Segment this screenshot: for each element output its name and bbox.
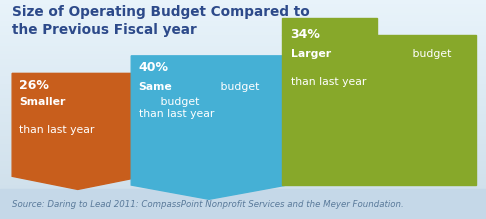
Bar bbox=[0, 208, 486, 211]
Text: 26%: 26% bbox=[19, 79, 49, 92]
Text: budget: budget bbox=[217, 82, 260, 92]
Bar bbox=[282, 35, 476, 185]
Bar bbox=[0, 79, 486, 82]
Bar bbox=[0, 189, 486, 192]
Bar bbox=[0, 184, 486, 186]
Bar bbox=[0, 101, 486, 104]
Bar bbox=[0, 216, 486, 219]
Bar bbox=[0, 181, 486, 184]
Bar bbox=[0, 107, 486, 110]
Bar bbox=[0, 82, 486, 85]
Bar bbox=[0, 85, 486, 88]
Bar bbox=[0, 96, 486, 99]
Bar bbox=[0, 192, 486, 194]
Text: than last year: than last year bbox=[19, 125, 95, 135]
Bar bbox=[0, 77, 486, 79]
Bar bbox=[0, 203, 486, 205]
Bar bbox=[0, 197, 486, 200]
Bar bbox=[0, 5, 486, 8]
Bar bbox=[0, 14, 486, 16]
Bar bbox=[0, 178, 486, 181]
Bar bbox=[0, 140, 486, 142]
Bar bbox=[282, 18, 377, 35]
Bar bbox=[0, 30, 486, 33]
Text: than last year: than last year bbox=[291, 77, 366, 87]
Bar bbox=[0, 194, 486, 197]
Bar bbox=[0, 44, 486, 47]
Bar bbox=[0, 173, 486, 175]
Bar bbox=[0, 137, 486, 140]
Text: budget: budget bbox=[157, 97, 200, 108]
Bar bbox=[0, 49, 486, 52]
Text: Smaller: Smaller bbox=[19, 97, 66, 108]
Bar bbox=[0, 47, 486, 49]
Bar bbox=[0, 22, 486, 25]
Bar bbox=[0, 33, 486, 36]
Bar bbox=[0, 120, 486, 123]
Bar bbox=[0, 126, 486, 129]
Bar bbox=[0, 66, 486, 68]
Bar bbox=[0, 156, 486, 159]
Bar bbox=[0, 123, 486, 126]
Bar bbox=[0, 148, 486, 151]
Text: 34%: 34% bbox=[291, 28, 320, 41]
Bar bbox=[0, 167, 486, 170]
Text: Same: Same bbox=[139, 82, 172, 92]
Polygon shape bbox=[12, 73, 143, 189]
Bar bbox=[0, 16, 486, 19]
Bar bbox=[0, 131, 486, 134]
Text: Size of Operating Budget Compared to
the Previous Fiscal year: Size of Operating Budget Compared to the… bbox=[12, 5, 310, 37]
Bar bbox=[0, 41, 486, 44]
Bar bbox=[0, 189, 486, 219]
Bar bbox=[0, 60, 486, 63]
Bar bbox=[0, 134, 486, 137]
Bar bbox=[0, 11, 486, 14]
Bar bbox=[0, 118, 486, 120]
Bar bbox=[0, 57, 486, 60]
Bar bbox=[0, 104, 486, 107]
Bar bbox=[0, 38, 486, 41]
Text: than last year: than last year bbox=[139, 110, 214, 119]
Bar bbox=[0, 115, 486, 118]
Bar bbox=[0, 200, 486, 203]
Bar bbox=[0, 27, 486, 30]
Bar bbox=[0, 71, 486, 74]
Bar bbox=[0, 142, 486, 145]
Text: 40%: 40% bbox=[139, 61, 169, 74]
Bar bbox=[0, 8, 486, 11]
Text: Source: Daring to Lead 2011: CompassPoint Nonprofit Services and the Meyer Found: Source: Daring to Lead 2011: CompassPoin… bbox=[12, 200, 404, 209]
Bar bbox=[0, 90, 486, 93]
Bar bbox=[0, 88, 486, 90]
Polygon shape bbox=[131, 56, 287, 199]
Bar bbox=[0, 112, 486, 115]
Bar bbox=[0, 25, 486, 27]
Bar bbox=[0, 0, 486, 3]
Bar bbox=[0, 159, 486, 162]
Bar bbox=[0, 36, 486, 38]
Bar bbox=[0, 175, 486, 178]
Bar bbox=[0, 52, 486, 55]
Bar bbox=[0, 68, 486, 71]
Bar bbox=[0, 129, 486, 131]
Bar bbox=[0, 205, 486, 208]
Bar bbox=[0, 19, 486, 22]
Bar bbox=[0, 151, 486, 153]
Bar bbox=[0, 99, 486, 101]
Bar bbox=[0, 55, 486, 57]
Bar bbox=[0, 170, 486, 173]
Bar bbox=[0, 162, 486, 164]
Bar bbox=[0, 3, 486, 5]
Text: budget: budget bbox=[409, 49, 451, 59]
Bar bbox=[0, 93, 486, 96]
Bar bbox=[0, 211, 486, 214]
Bar bbox=[0, 164, 486, 167]
Bar bbox=[0, 74, 486, 77]
Bar bbox=[0, 110, 486, 112]
Bar bbox=[0, 153, 486, 156]
Bar bbox=[0, 186, 486, 189]
Text: Larger: Larger bbox=[291, 49, 331, 59]
Bar bbox=[0, 63, 486, 66]
Bar bbox=[0, 145, 486, 148]
Bar bbox=[0, 214, 486, 216]
